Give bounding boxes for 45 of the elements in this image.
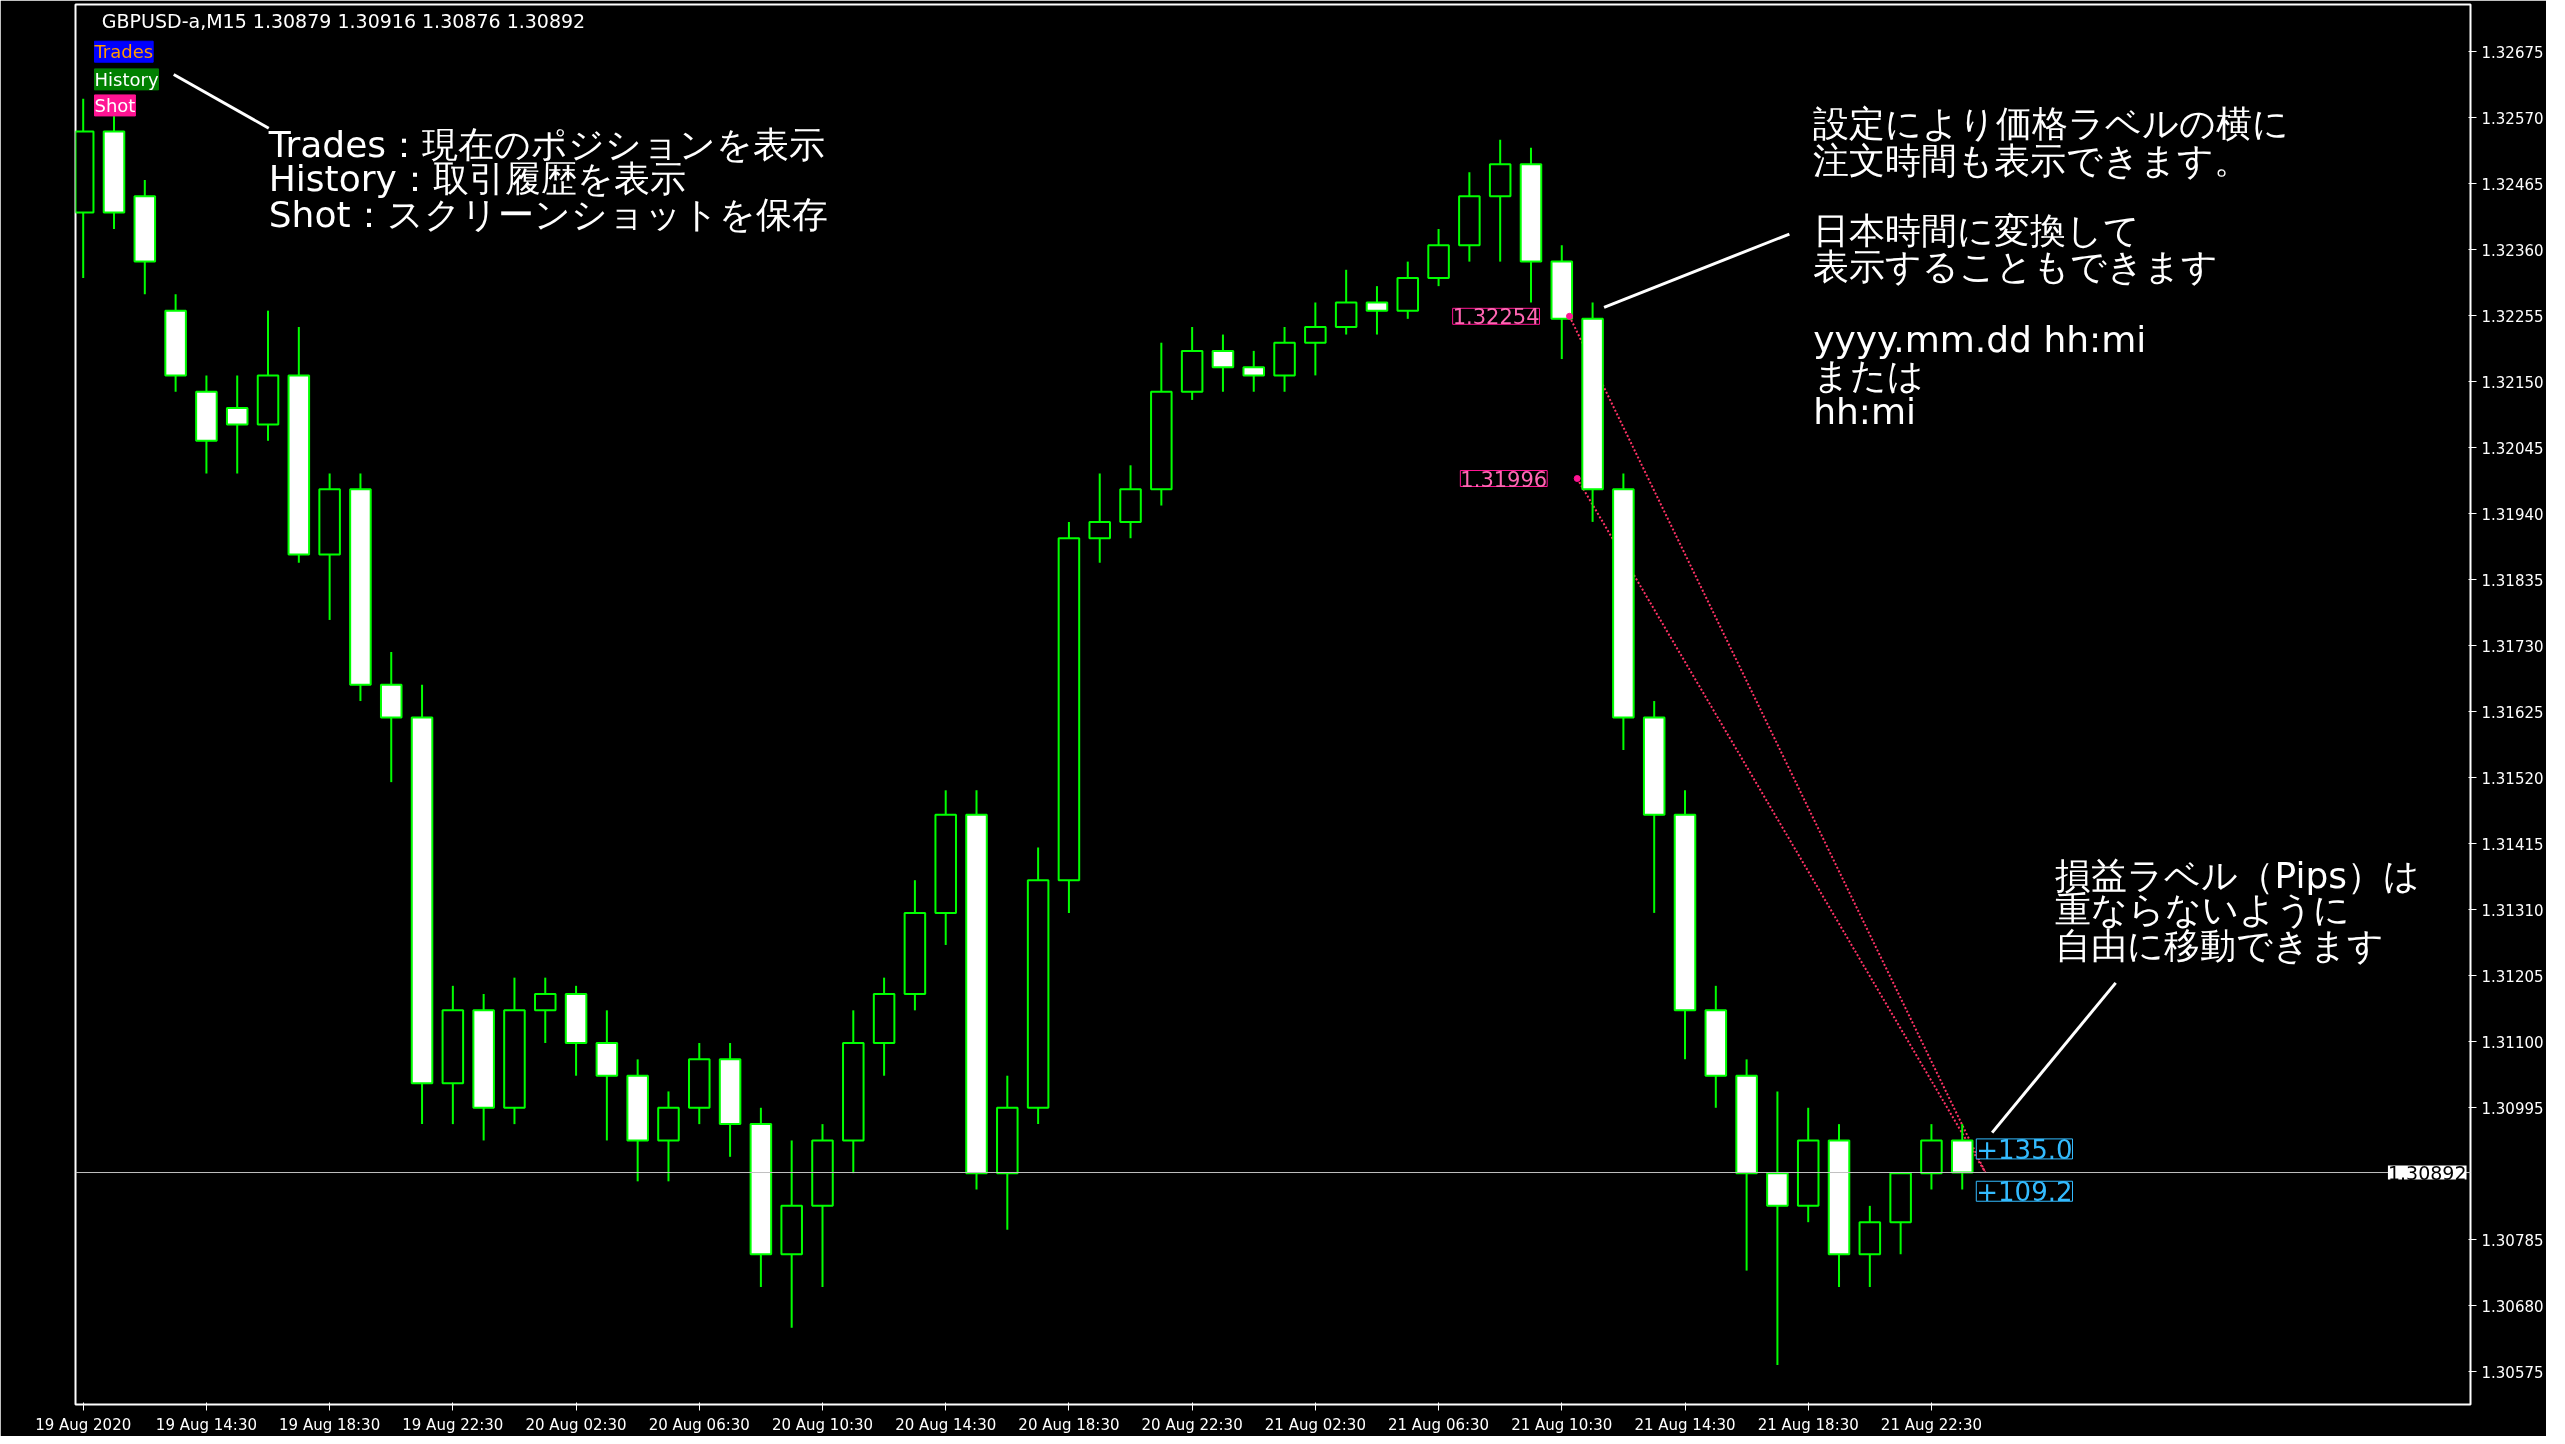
chart-title: GBPUSD-a,M15 1.30879 1.30916 1.30876 1.30892 [101, 10, 586, 33]
x-tick-label: 21 Aug 22:30 [1880, 1415, 1982, 1434]
x-tick-label: 20 Aug 14:30 [895, 1415, 997, 1434]
y-tick-label: 1.30785 [2481, 1231, 2544, 1250]
y-tick-label: 1.32150 [2481, 373, 2544, 392]
annotation: History [94, 68, 159, 90]
y-tick-label: 1.31625 [2481, 703, 2544, 722]
x-tick-label: 19 Aug 18:30 [279, 1415, 381, 1434]
x-tick-label: 20 Aug 06:30 [648, 1415, 750, 1434]
y-tick-label: 1.31835 [2481, 571, 2544, 590]
x-tick-label: 20 Aug 02:30 [525, 1415, 627, 1434]
y-tick-label: 1.31205 [2481, 967, 2544, 986]
y-tick-label: 1.31520 [2481, 769, 2544, 788]
annotation: Trades [93, 41, 154, 63]
y-tick-label: 1.31310 [2481, 901, 2544, 920]
x-tick-label: 19 Aug 2020 [35, 1415, 132, 1434]
x-tick-label: 20 Aug 10:30 [771, 1415, 874, 1434]
y-tick-label: 1.30995 [2481, 1099, 2544, 1118]
y-tick-label: 1.31730 [2481, 637, 2544, 656]
y-tick-label: 1.30575 [2481, 1363, 2544, 1382]
y-tick-label: 1.30680 [2481, 1297, 2544, 1316]
x-tick-label: 19 Aug 22:30 [402, 1415, 504, 1434]
x-tick-label: 21 Aug 10:30 [1511, 1415, 1613, 1434]
annotation: 1.32254 [1452, 305, 1540, 330]
x-tick-label: 21 Aug 02:30 [1264, 1415, 1366, 1434]
y-tick-label: 1.32255 [2481, 307, 2544, 326]
ref-line-label: 1.30892 [2387, 1161, 2467, 1184]
y-tick-label: 1.32360 [2481, 241, 2544, 260]
y-tick-label: 1.31415 [2481, 835, 2544, 854]
annotation: Shot [94, 94, 136, 116]
x-tick-label: 21 Aug 06:30 [1388, 1415, 1490, 1434]
y-tick-label: 1.31940 [2481, 505, 2544, 524]
x-tick-label: 21 Aug 14:30 [1634, 1415, 1736, 1434]
y-tick-label: 1.32045 [2481, 439, 2544, 458]
y-tick-label: 1.32675 [2481, 43, 2544, 62]
annotation: 1.31996 [1460, 467, 1548, 492]
x-tick-label: 20 Aug 18:30 [1018, 1415, 1120, 1434]
annotation: +135.0 [1976, 1134, 2073, 1165]
x-tick-label: 20 Aug 22:30 [1141, 1415, 1243, 1434]
x-tick-label: 21 Aug 18:30 [1757, 1415, 1859, 1434]
y-tick-label: 1.32570 [2481, 109, 2544, 128]
x-tick-label: 19 Aug 14:30 [155, 1415, 257, 1434]
y-tick-label: 1.31100 [2481, 1033, 2544, 1052]
y-tick-label: 1.32465 [2481, 175, 2544, 194]
annotation: +109.2 [1976, 1177, 2073, 1208]
